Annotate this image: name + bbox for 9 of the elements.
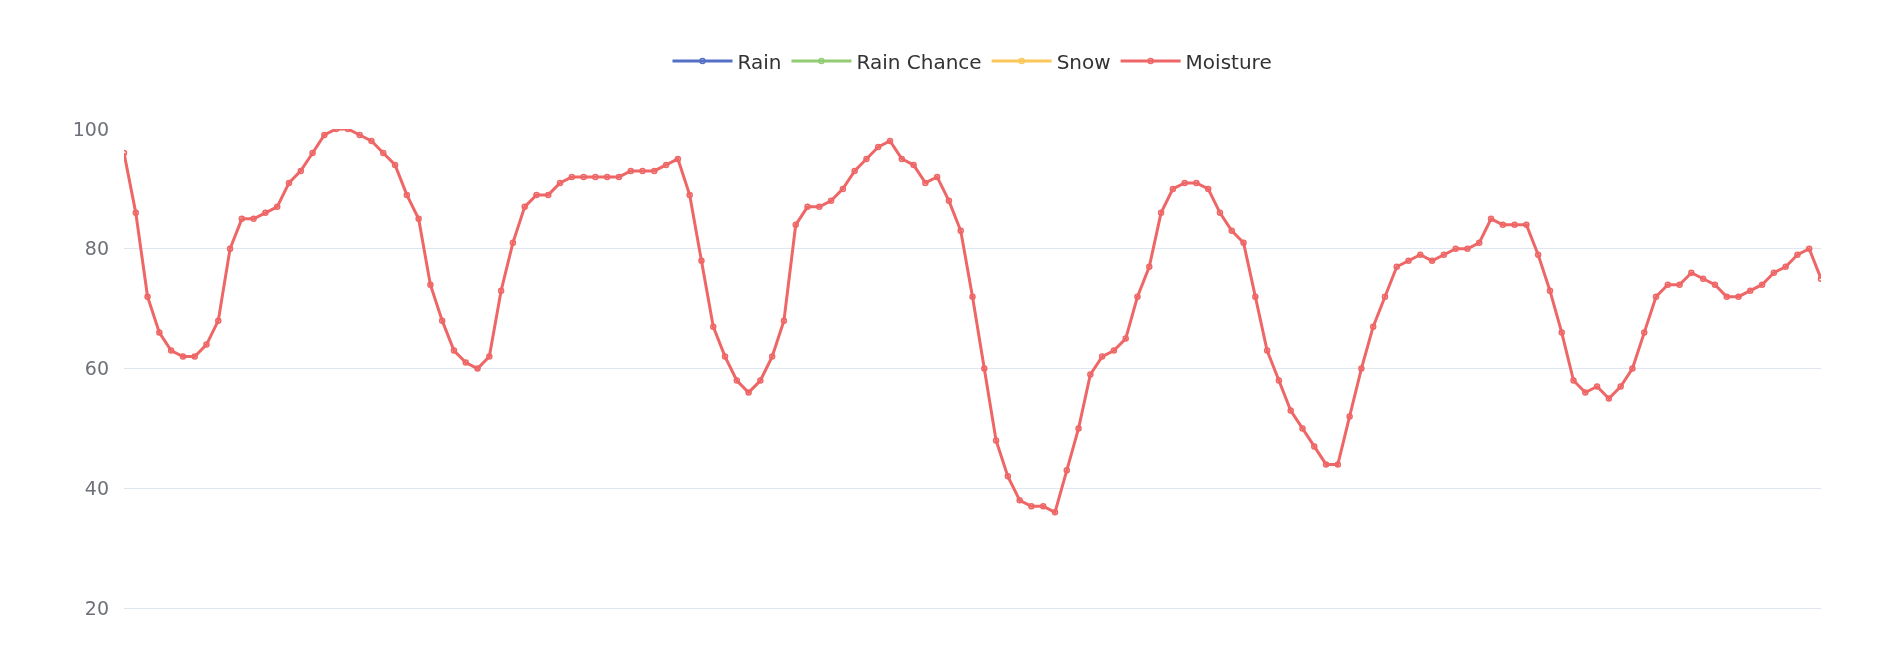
legend-label: Rain <box>737 49 782 74</box>
legend-label: Rain Chance <box>856 49 982 74</box>
y-tick-label: 100 <box>72 117 109 140</box>
legend-label: Snow <box>1056 49 1111 74</box>
legend-label: Moisture <box>1185 49 1272 74</box>
y-tick-label: 40 <box>84 476 109 499</box>
y-tick-label: 80 <box>84 237 109 260</box>
y-tick-label: 20 <box>84 596 109 619</box>
y-tick-label: 60 <box>84 357 109 380</box>
